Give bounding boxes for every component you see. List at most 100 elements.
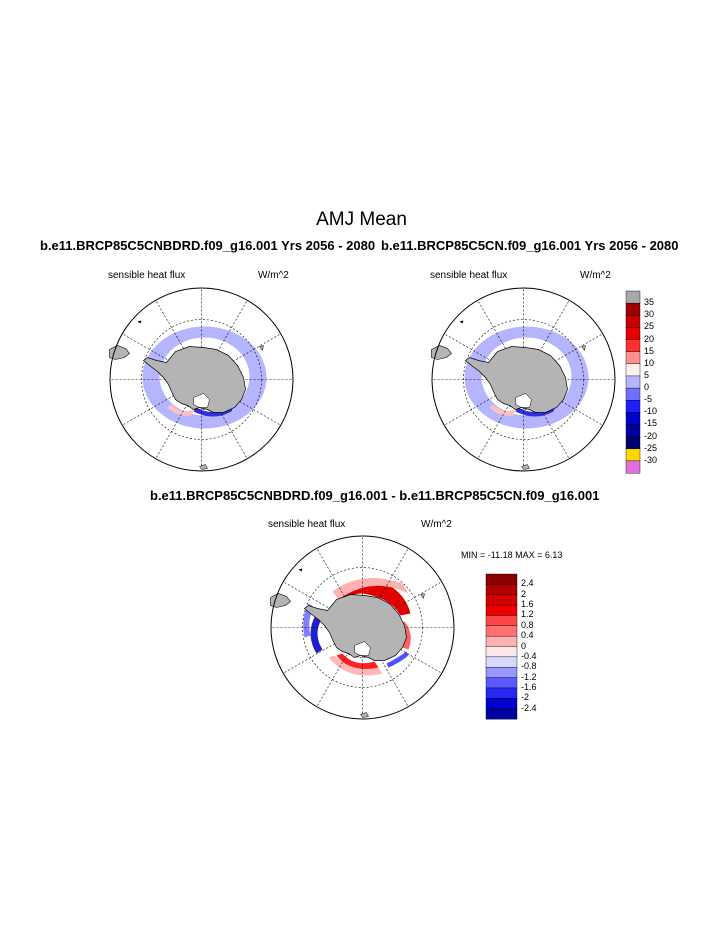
top-colorbar-label: -25 bbox=[644, 442, 658, 453]
right-meridian bbox=[523, 379, 570, 459]
main-title: AMJ Mean bbox=[316, 209, 407, 230]
top-colorbar-box bbox=[625, 399, 641, 413]
diff-units-label: W/m^2 bbox=[421, 519, 452, 530]
left-polar-map bbox=[109, 287, 294, 472]
right-meridian bbox=[523, 379, 603, 426]
diff-colorbar-label: -1.6 bbox=[521, 681, 537, 692]
left-meridian bbox=[122, 333, 202, 380]
right-variable-label: sensible heat flux bbox=[430, 270, 508, 281]
top-colorbar-label: 35 bbox=[644, 297, 655, 308]
left-island bbox=[137, 320, 142, 324]
diff-colorbar-label: -0.8 bbox=[521, 661, 537, 672]
diff-colorbar-box bbox=[485, 584, 518, 596]
left-antarctica bbox=[142, 346, 246, 413]
diff-meridian bbox=[316, 627, 363, 707]
diff-meridian bbox=[362, 627, 442, 674]
diff-colorbar-label: -2 bbox=[521, 692, 530, 703]
left-meridian bbox=[201, 300, 248, 380]
top-colorbar-box bbox=[625, 387, 641, 401]
right-graticule bbox=[432, 288, 615, 471]
right-island bbox=[581, 345, 586, 352]
diff-map-boundary bbox=[270, 535, 455, 720]
diff-colorbar-label: -2.4 bbox=[521, 702, 537, 713]
diff-colorbar-box bbox=[485, 646, 518, 658]
top-colorbar-box bbox=[625, 375, 641, 389]
left-variable-label: sensible heat flux bbox=[108, 270, 186, 281]
diff-colorbar-label: 0.4 bbox=[521, 630, 534, 641]
diff-colorbar-box bbox=[485, 604, 518, 616]
top-colorbar-box bbox=[625, 363, 641, 377]
top-colorbar-label: -5 bbox=[644, 394, 653, 405]
diff-minmax-label: MIN = -11.18 MAX = 6.13 bbox=[461, 550, 563, 560]
diff-meridian bbox=[362, 548, 409, 628]
diff-colorbar-box bbox=[485, 698, 518, 710]
right-island bbox=[521, 464, 530, 470]
diff-colorbar-box bbox=[485, 625, 518, 637]
diff-colorbar-label: 1.2 bbox=[521, 609, 534, 620]
left-island bbox=[259, 345, 264, 352]
diff-colorbar-box bbox=[485, 594, 518, 606]
top-colorbar-label: -30 bbox=[644, 454, 658, 465]
left-meridian bbox=[201, 333, 281, 380]
left-land bbox=[109, 320, 264, 470]
top-colorbar-label: -10 bbox=[644, 406, 658, 417]
colorbar-top bbox=[625, 290, 641, 474]
diff-antarctica bbox=[303, 594, 407, 661]
top-colorbar-label: 5 bbox=[644, 369, 650, 380]
right-panel-title: b.e11.BRCP85C5CN.f09_g16.001 Yrs 2056 - … bbox=[381, 238, 679, 253]
left-meridian bbox=[201, 379, 248, 459]
diff-colorbar-label: 2 bbox=[521, 588, 527, 599]
right-coastal-negative-flux bbox=[515, 405, 556, 417]
top-colorbar-label: -20 bbox=[644, 430, 658, 441]
left-units-label: W/m^2 bbox=[258, 270, 289, 281]
diff-positive-anomaly bbox=[340, 584, 411, 616]
right-south-america bbox=[431, 345, 452, 360]
diff-island bbox=[360, 712, 369, 718]
top-colorbar-box bbox=[625, 460, 641, 474]
left-panel-title: b.e11.BRCP85C5CNBDRD.f09_g16.001 Yrs 205… bbox=[40, 238, 376, 253]
diff-colorbar-box bbox=[485, 635, 518, 647]
top-colorbar-label: 20 bbox=[644, 333, 655, 344]
top-colorbar-box bbox=[625, 436, 641, 450]
diff-meridian bbox=[316, 548, 363, 628]
diff-positive-anomaly bbox=[332, 578, 409, 600]
diff-colorbar-label: 1.6 bbox=[521, 599, 534, 610]
diff-meridian bbox=[283, 581, 363, 628]
diff-island bbox=[420, 593, 425, 600]
diff-south-america bbox=[270, 593, 291, 608]
top-colorbar-box bbox=[625, 448, 641, 462]
right-positive-flux-area bbox=[489, 404, 516, 416]
top-colorbar-label: -15 bbox=[644, 418, 658, 429]
left-meridian bbox=[155, 379, 202, 459]
top-colorbar-box bbox=[625, 290, 641, 304]
left-coastal-negative-flux bbox=[193, 405, 234, 417]
diff-panel-title: b.e11.BRCP85C5CNBDRD.f09_g16.001 - b.e11… bbox=[150, 488, 600, 503]
diff-colorbar-box bbox=[485, 656, 518, 668]
diff-colorbar-label: 2.4 bbox=[521, 578, 534, 589]
top-colorbar-label: 25 bbox=[644, 321, 655, 332]
left-meridian bbox=[155, 300, 202, 380]
right-antarctica bbox=[464, 346, 568, 413]
top-colorbar-box bbox=[625, 315, 641, 328]
diff-variable-label: sensible heat flux bbox=[268, 519, 346, 530]
right-meridian bbox=[444, 333, 524, 380]
right-island bbox=[459, 320, 464, 324]
diff-colorbar-box bbox=[485, 677, 518, 689]
right-units-label: W/m^2 bbox=[580, 270, 611, 281]
right-land bbox=[431, 320, 586, 470]
right-map-boundary bbox=[431, 287, 616, 472]
diff-island bbox=[298, 568, 303, 572]
diff-polar-map bbox=[270, 535, 455, 720]
top-colorbar-box bbox=[625, 412, 641, 425]
diff-colorbar-label: 0 bbox=[521, 640, 527, 651]
diff-land bbox=[270, 568, 425, 718]
right-ice-shelf bbox=[515, 393, 532, 408]
right-meridian bbox=[477, 379, 524, 459]
right-meridian bbox=[523, 333, 603, 380]
right-meridian bbox=[444, 379, 524, 426]
top-colorbar-label: 0 bbox=[644, 382, 650, 393]
diff-flux-field bbox=[303, 578, 411, 676]
left-south-america bbox=[109, 345, 130, 360]
diff-meridian bbox=[362, 627, 409, 707]
diff-colorbar-label: 0.8 bbox=[521, 619, 534, 630]
